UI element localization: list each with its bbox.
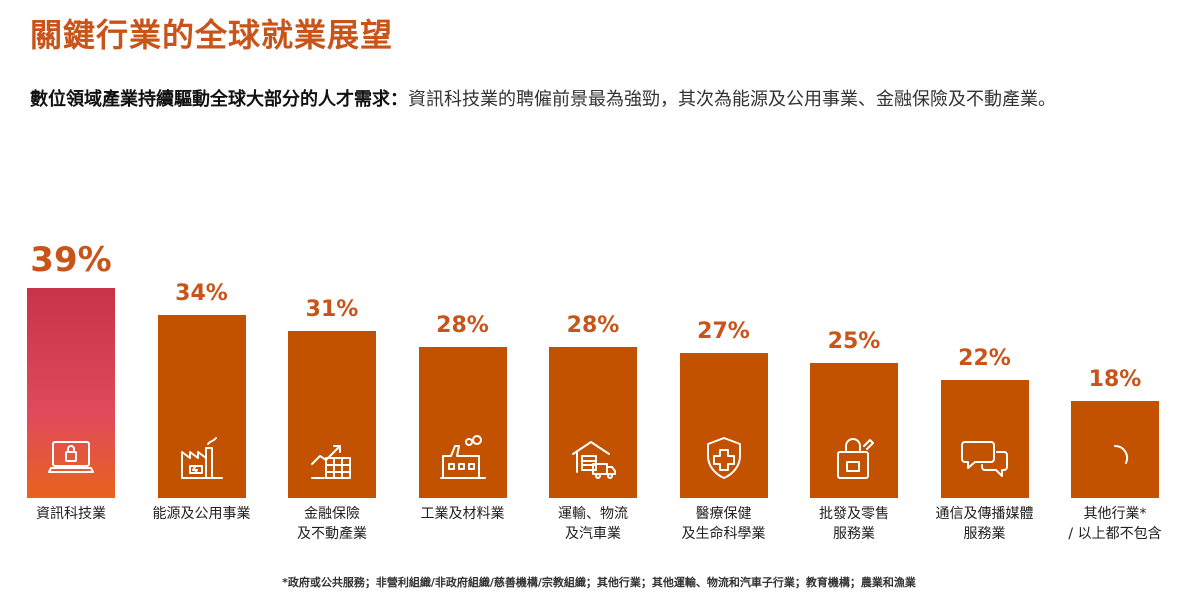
category-label-line: 運輸、物流 [558, 506, 628, 522]
category-label-line: 其他行業* [1083, 506, 1147, 522]
page-subtitle: 數位領域產業持續驅動全球大部分的人才需求：資訊科技業的聘僱前景最為強勁，其次為能… [30, 86, 1170, 114]
category-label-line: 工業及材料業 [420, 506, 505, 522]
bar [810, 363, 898, 498]
shopping-bag-icon [830, 434, 878, 482]
category-label: 資訊科技業 [7, 504, 135, 524]
factory-battery-icon [178, 434, 226, 482]
category-label-line: 金融保險 [304, 506, 360, 522]
chat-bubbles-icon [960, 434, 1009, 482]
category-label: 能源及公用事業 [138, 504, 266, 524]
category-label-line: 資訊科技業 [36, 506, 106, 522]
subtitle-bold: 數位領域產業持續驅動全球大部分的人才需求： [30, 89, 408, 110]
category-label-line: / 以上都不包含 [1068, 526, 1162, 542]
category-label: 金融保險 及不動產業 [268, 504, 396, 544]
data-label: 39% [30, 240, 112, 280]
data-label: 27% [697, 318, 750, 344]
category-label: 運輸、物流 及汽車業 [529, 504, 657, 544]
data-label: 25% [827, 329, 881, 355]
category-label-line: 及汽車業 [565, 526, 621, 542]
bar [418, 347, 507, 498]
laptop-lock-icon [47, 434, 95, 482]
page-title: 關鍵行業的全球就業展望 [30, 16, 394, 54]
medical-shield-icon [700, 434, 748, 482]
loading-icon [1091, 434, 1139, 482]
category-label-line: 醫療保健 [695, 506, 752, 522]
category-label-line: 及生命科學業 [681, 526, 766, 542]
data-label: 22% [958, 345, 1011, 371]
category-label: 通信及傳播媒體 服務業 [921, 504, 1049, 544]
bar [1071, 401, 1159, 498]
category-label: 醫療保健及生命科學業 [660, 504, 788, 544]
category-label: 工業及材料業 [399, 504, 527, 524]
category-label-line: 服務業 [963, 526, 1006, 542]
warehouse-truck-icon [569, 434, 617, 482]
finance-growth-icon [308, 434, 356, 482]
data-label: 31% [305, 297, 359, 323]
data-label: 34% [175, 280, 228, 306]
footnote: *政府或公共服務；非營利組織/非政府組織/慈善機構/宗教組織；其他行業；其他運輸… [282, 576, 916, 589]
category-label-line: 通信及傳播媒體 [935, 506, 1034, 522]
bar-chart: 39% 資訊科技業 34% 能源及公用事業 31% 金融保險及不動產業 28% 工業及材料業 2… [0, 230, 1198, 560]
factory-icon [439, 434, 487, 482]
bar [679, 352, 768, 498]
subtitle-text: 資訊科技業的聘僱前景最為強勁，其次為能源及公用事業、金融保險及不動產業。 [408, 89, 1056, 110]
category-label-line: 服務業 [833, 526, 875, 542]
category-label-line: 能源及公用事業 [152, 506, 251, 522]
bar [27, 288, 115, 498]
data-label: 28% [436, 313, 489, 339]
category-label: 批發及零售 服務業 [790, 504, 918, 544]
data-label: 18% [1088, 367, 1142, 393]
category-label-line: 及不動產業 [297, 526, 367, 542]
bar [288, 331, 376, 498]
bar [940, 379, 1029, 498]
data-label: 28% [566, 313, 620, 339]
category-label-line: 批發及零售 [819, 506, 889, 522]
category-label: 其他行業* / 以上都不包含 [1051, 504, 1179, 544]
